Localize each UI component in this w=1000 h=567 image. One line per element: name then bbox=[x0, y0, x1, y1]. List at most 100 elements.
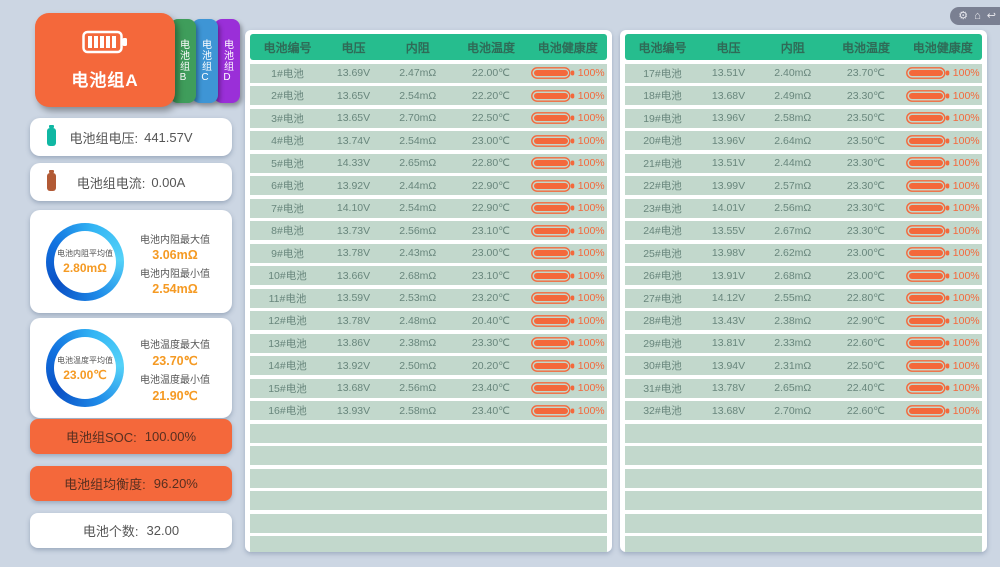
battery-health-icon bbox=[905, 359, 950, 372]
group-voltage-value: 441.57V bbox=[144, 129, 193, 145]
cell-resistance: 2.55mΩ bbox=[774, 292, 812, 304]
battery-row: 23#电池 14.01V 2.56mΩ 23.30℃ 100% bbox=[625, 198, 982, 218]
cell-voltage: 13.68V bbox=[711, 404, 746, 417]
battery-health-icon bbox=[905, 89, 950, 102]
cell-resistance: 2.62mΩ bbox=[774, 247, 812, 259]
battery-row: 2#电池 13.65V 2.54mΩ 22.20℃ 100% bbox=[250, 86, 607, 105]
cell-health: 100% bbox=[528, 135, 607, 147]
cell-health: 100% bbox=[528, 112, 607, 124]
battery-health-icon bbox=[530, 89, 575, 102]
cell-voltage: 13.98V bbox=[711, 247, 746, 259]
cell-resistance: 2.54mΩ bbox=[399, 89, 437, 102]
battery-table-left: 电池编号 电压 内阻 电池温度 电池健康度 1#电池 13.69V 2.47mΩ 22.00℃… bbox=[245, 30, 612, 552]
battery-row: 8#电池 13.73V 2.56mΩ 23.10℃ 100% bbox=[250, 221, 607, 240]
tab-battery-group-a-active[interactable]: 电池组A bbox=[35, 13, 175, 107]
empty-row bbox=[625, 536, 982, 552]
cell-resistance: 2.53mΩ bbox=[399, 292, 437, 304]
health-percent: 100% bbox=[577, 269, 605, 282]
cell-temperature: 23.10℃ bbox=[471, 269, 510, 282]
health-percent: 100% bbox=[577, 337, 605, 349]
health-percent: 100% bbox=[952, 224, 980, 237]
temperature-max-label: 电池温度最大值 bbox=[140, 340, 210, 351]
undo-icon[interactable]: ↩ bbox=[986, 10, 996, 22]
column-header: 内阻 bbox=[405, 40, 430, 55]
cell-resistance: 2.54mΩ bbox=[399, 202, 437, 214]
cell-resistance: 2.65mΩ bbox=[774, 382, 812, 394]
cell-resistance: 2.56mΩ bbox=[399, 382, 437, 394]
cell-health: 100% bbox=[903, 337, 982, 349]
home-icon[interactable]: ⌂ bbox=[974, 10, 981, 22]
cell-temperature: 23.10℃ bbox=[471, 224, 510, 237]
cell-health: 100% bbox=[903, 135, 982, 147]
settings-icon[interactable]: ⚙ bbox=[958, 10, 969, 22]
cell-resistance: 2.40mΩ bbox=[774, 67, 812, 79]
battery-row: 31#电池 13.78V 2.65mΩ 22.40℃ 100% bbox=[625, 378, 982, 398]
cell-id: 10#电池 bbox=[268, 270, 307, 282]
temperature-min-value: 21.90℃ bbox=[152, 389, 198, 403]
empty-row bbox=[625, 468, 982, 488]
cell-temperature: 22.90℃ bbox=[471, 179, 510, 192]
health-percent: 100% bbox=[952, 337, 980, 349]
resistance-gauge-card: 电池内阻平均值 2.80mΩ 电池内阻最大值 3.06mΩ 电池内阻最小值 2.… bbox=[30, 210, 232, 313]
battery-count-value: 32.00 bbox=[146, 523, 180, 538]
battery-row: 29#电池 13.81V 2.33mΩ 22.60℃ 100% bbox=[625, 333, 982, 353]
battery-health-icon bbox=[530, 292, 575, 304]
cell-id: 28#电池 bbox=[643, 315, 682, 327]
resistance-min-value: 2.54mΩ bbox=[152, 281, 198, 296]
cell-temperature: 23.30℃ bbox=[846, 179, 885, 192]
health-percent: 100% bbox=[577, 224, 605, 237]
cell-temperature: 23.30℃ bbox=[846, 224, 885, 237]
cell-voltage: 14.33V bbox=[336, 157, 371, 169]
battery-health-icon bbox=[905, 134, 950, 147]
cell-temperature: 23.50℃ bbox=[846, 112, 885, 124]
cell-resistance: 2.44mΩ bbox=[399, 179, 437, 192]
cell-health: 100% bbox=[903, 67, 982, 79]
cell-temperature: 22.80℃ bbox=[846, 292, 885, 304]
cell-temperature: 20.40℃ bbox=[471, 314, 510, 327]
cell-voltage: 13.66V bbox=[336, 269, 371, 282]
temperature-avg-value: 23.00℃ bbox=[63, 367, 107, 382]
battery-row: 7#电池 14.10V 2.54mΩ 22.90℃ 100% bbox=[250, 198, 607, 218]
cell-voltage: 13.99V bbox=[711, 179, 746, 192]
cell-voltage: 13.94V bbox=[711, 359, 746, 372]
battery-row: 25#电池 13.98V 2.62mΩ 23.00℃ 100% bbox=[625, 243, 982, 263]
column-header: 内阻 bbox=[780, 40, 805, 55]
cell-id: 20#电池 bbox=[643, 135, 682, 147]
battery-health-icon bbox=[530, 67, 575, 79]
cell-temperature: 23.30℃ bbox=[846, 202, 885, 214]
cell-voltage: 14.12V bbox=[711, 292, 746, 304]
cell-temperature: 23.40℃ bbox=[471, 382, 510, 394]
battery-health-icon bbox=[905, 247, 950, 259]
cell-voltage: 13.78V bbox=[711, 382, 746, 394]
cell-resistance: 2.43mΩ bbox=[399, 247, 437, 259]
cell-health: 100% bbox=[903, 292, 982, 304]
cell-resistance: 2.57mΩ bbox=[774, 179, 812, 192]
cell-id: 1#电池 bbox=[271, 67, 304, 80]
tab-battery-group-c[interactable]: 电池组C bbox=[192, 19, 218, 103]
health-percent: 100% bbox=[952, 292, 980, 304]
cell-health: 100% bbox=[528, 270, 607, 282]
group-voltage-label: 电池组电压: bbox=[69, 130, 139, 146]
tab-battery-group-d[interactable]: 电池组D bbox=[214, 19, 240, 103]
battery-health-icon bbox=[530, 202, 575, 214]
health-percent: 100% bbox=[952, 404, 980, 417]
cell-resistance: 2.70mΩ bbox=[399, 112, 437, 124]
cell-id: 27#电池 bbox=[643, 292, 682, 305]
cell-voltage: 13.68V bbox=[711, 89, 746, 102]
cell-health: 100% bbox=[903, 247, 982, 259]
battery-row: 24#电池 13.55V 2.67mΩ 23.30℃ 100% bbox=[625, 221, 982, 240]
health-percent: 100% bbox=[952, 67, 980, 79]
column-header: 电池健康度 bbox=[537, 40, 598, 55]
cell-temperature: 22.80℃ bbox=[471, 157, 510, 169]
cell-voltage: 13.69V bbox=[336, 67, 371, 79]
battery-row: 9#电池 13.78V 2.43mΩ 23.00℃ 100% bbox=[250, 243, 607, 263]
cell-health: 100% bbox=[528, 180, 607, 192]
cell-id: 32#电池 bbox=[643, 405, 682, 417]
column-header: 电池编号 bbox=[263, 40, 312, 55]
cell-health: 100% bbox=[903, 270, 982, 282]
cell-voltage: 13.51V bbox=[711, 67, 746, 79]
cell-temperature: 23.00℃ bbox=[471, 247, 510, 259]
cell-health: 100% bbox=[903, 360, 982, 372]
battery-health-icon bbox=[905, 67, 950, 79]
cell-voltage: 13.93V bbox=[336, 404, 371, 417]
